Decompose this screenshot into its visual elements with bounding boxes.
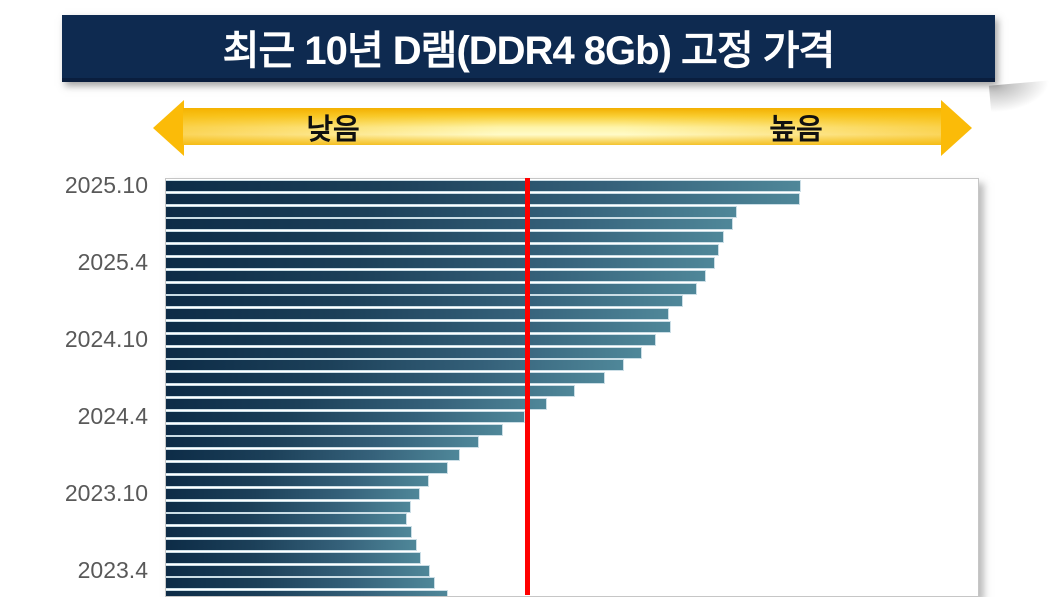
bar-2025.3 bbox=[166, 269, 706, 282]
arrow-left-icon bbox=[153, 100, 184, 156]
bar-2025.9 bbox=[166, 192, 800, 205]
bar-2024.1 bbox=[166, 449, 460, 462]
bar-2023.5 bbox=[166, 551, 421, 564]
price-range-arrow: 낮음 높음 bbox=[153, 100, 972, 157]
bar-2023.3 bbox=[166, 577, 435, 590]
bar-2024.10 bbox=[166, 333, 656, 346]
tick-label-2025.4: 2025.4 bbox=[77, 248, 148, 275]
bar-2023.2 bbox=[166, 590, 448, 596]
bar-2025.4 bbox=[166, 256, 715, 269]
bar-2025.5 bbox=[166, 244, 719, 257]
bar-2025.8 bbox=[166, 205, 737, 218]
bar-2024.9 bbox=[166, 346, 642, 359]
title-banner: 최근 10년 D램(DDR4 8Gb) 고정 가격 bbox=[62, 15, 995, 82]
bar-2023.12 bbox=[166, 462, 448, 475]
bar-2024.11 bbox=[166, 321, 671, 334]
tick-label-2024.10: 2024.10 bbox=[64, 325, 148, 352]
bar-2024.12 bbox=[166, 308, 669, 321]
bar-2023.8 bbox=[166, 513, 407, 526]
low-label: 낮음 bbox=[306, 113, 360, 146]
high-label: 높음 bbox=[769, 113, 823, 146]
reference-line bbox=[525, 178, 530, 595]
bar-2024.6 bbox=[166, 385, 575, 398]
chart-plot-area bbox=[165, 178, 979, 597]
bar-2024.5 bbox=[166, 397, 547, 410]
bar-2024.7 bbox=[166, 372, 605, 385]
bar-2025.6 bbox=[166, 231, 724, 244]
bar-2024.2 bbox=[166, 436, 479, 449]
bar-2025.7 bbox=[166, 218, 733, 231]
bar-2023.4 bbox=[166, 564, 430, 577]
y-axis-tick-labels: 2025.10 2025.4 2024.10 2024.4 2023.10 2023.4 bbox=[30, 0, 148, 595]
bar-2025.1 bbox=[166, 295, 683, 308]
page-curl-shadow bbox=[988, 80, 1054, 114]
bar-2025.2 bbox=[166, 282, 697, 295]
arrow-right-icon bbox=[941, 100, 972, 156]
bar-2023.11 bbox=[166, 474, 429, 487]
bar-2024.8 bbox=[166, 359, 624, 372]
bar-2025.10 bbox=[166, 180, 801, 192]
bar-2024.4 bbox=[166, 410, 525, 423]
tick-label-2024.4: 2024.4 bbox=[77, 402, 148, 429]
page-title: 최근 10년 D램(DDR4 8Gb) 고정 가격 bbox=[222, 28, 836, 73]
bar-2023.6 bbox=[166, 538, 417, 551]
bar-2024.3 bbox=[166, 423, 503, 436]
tick-label-2023.10: 2023.10 bbox=[64, 479, 148, 506]
bar-2023.9 bbox=[166, 500, 411, 513]
tick-label-2023.4: 2023.4 bbox=[77, 556, 148, 583]
tick-label-2025.10: 2025.10 bbox=[64, 172, 148, 198]
bar-2023.10 bbox=[166, 487, 420, 500]
bar-2023.7 bbox=[166, 526, 412, 539]
arrow-shaft bbox=[183, 108, 942, 145]
